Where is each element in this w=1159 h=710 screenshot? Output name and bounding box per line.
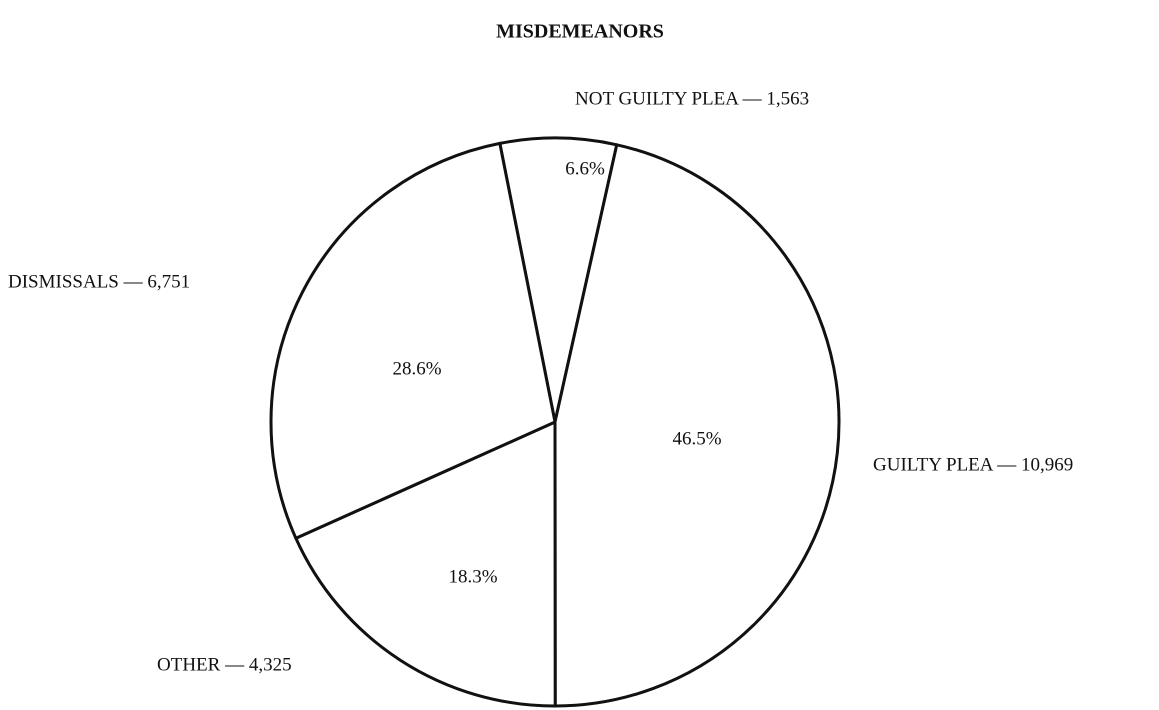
chart-title: MISDEMEANORS <box>496 21 664 43</box>
slice <box>269 141 557 540</box>
slice <box>498 136 619 424</box>
slice-label: NOT GUILTY PLEA — 1,563 <box>575 88 809 109</box>
slice-label: OTHER — 4,325 <box>157 654 292 675</box>
value-label: 28.6% <box>392 358 441 379</box>
value-label: 46.5% <box>672 428 721 449</box>
value-label: 6.6% <box>565 158 605 179</box>
slice <box>553 143 841 708</box>
slice <box>294 420 557 708</box>
slice-label: DISMISSALS — 6,751 <box>8 271 190 292</box>
pie <box>269 136 841 708</box>
slice-label: GUILTY PLEA — 10,969 <box>873 454 1073 475</box>
value-label: 18.3% <box>448 566 497 587</box>
